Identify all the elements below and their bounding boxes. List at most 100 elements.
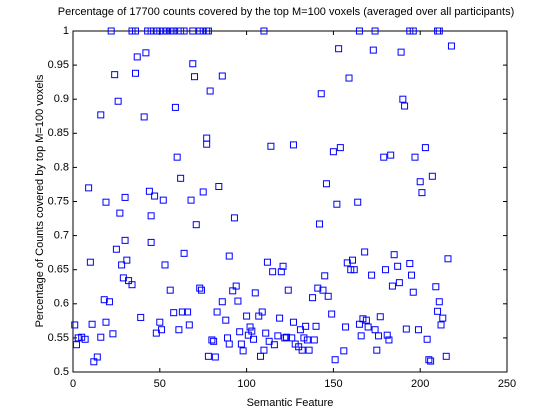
- marker: [345, 74, 353, 82]
- marker: [260, 346, 268, 354]
- marker: [145, 187, 153, 195]
- y-tick-label: 0.7: [54, 230, 69, 242]
- marker: [85, 184, 93, 192]
- marker: [151, 192, 159, 200]
- marker: [170, 27, 178, 35]
- marker: [121, 193, 129, 201]
- marker: [187, 196, 195, 204]
- marker: [348, 256, 356, 264]
- marker: [250, 335, 258, 343]
- marker: [298, 346, 306, 354]
- chart-title: Percentage of 17700 counts covered by th…: [58, 6, 514, 18]
- marker: [71, 321, 79, 329]
- marker: [432, 283, 440, 291]
- marker: [114, 97, 122, 105]
- marker: [434, 307, 442, 315]
- marker: [218, 298, 226, 306]
- marker: [289, 141, 297, 149]
- marker: [425, 356, 433, 364]
- y-tick-label: 0.6: [54, 298, 69, 310]
- marker: [180, 249, 188, 257]
- marker: [97, 333, 105, 341]
- marker: [159, 196, 167, 204]
- marker: [364, 323, 372, 331]
- marker: [112, 245, 120, 253]
- marker: [324, 292, 332, 300]
- marker: [175, 326, 183, 334]
- marker: [116, 209, 124, 217]
- marker: [406, 260, 414, 268]
- marker: [232, 282, 240, 290]
- marker: [218, 72, 226, 80]
- marker: [380, 153, 388, 161]
- marker: [408, 271, 416, 279]
- marker: [251, 289, 259, 297]
- marker: [237, 340, 245, 348]
- marker: [267, 142, 275, 150]
- marker: [411, 153, 419, 161]
- marker: [447, 42, 455, 50]
- marker: [395, 279, 403, 287]
- marker: [204, 27, 212, 35]
- marker: [142, 49, 150, 57]
- marker: [225, 340, 233, 348]
- marker: [368, 271, 376, 279]
- marker: [86, 258, 94, 266]
- marker: [369, 46, 377, 54]
- marker: [390, 251, 398, 259]
- marker: [213, 308, 221, 316]
- marker: [289, 318, 297, 326]
- marker: [421, 144, 429, 152]
- marker: [269, 268, 277, 276]
- marker: [177, 174, 185, 182]
- x-tick-label: 200: [411, 378, 429, 390]
- y-tick-label: 1: [63, 25, 69, 37]
- marker: [373, 346, 381, 354]
- marker: [427, 357, 435, 365]
- marker: [409, 288, 417, 296]
- y-axis-label: Percentage of Counts covered by top M=10…: [34, 74, 46, 327]
- x-tick-label: 0: [70, 378, 76, 390]
- marker: [239, 347, 247, 355]
- marker: [161, 261, 169, 269]
- marker: [371, 27, 379, 35]
- marker: [180, 27, 188, 35]
- marker: [281, 334, 289, 342]
- marker: [246, 323, 254, 331]
- x-axis-label: Semantic Feature: [247, 397, 334, 409]
- marker: [140, 113, 148, 121]
- marker: [357, 332, 365, 340]
- marker: [133, 53, 141, 61]
- marker: [111, 71, 119, 79]
- marker: [210, 337, 218, 345]
- marker: [321, 272, 329, 280]
- marker: [388, 282, 396, 290]
- y-tick-label: 0.8: [54, 161, 69, 173]
- y-tick-label: 0.9: [54, 93, 69, 105]
- x-tick-label: 100: [237, 378, 255, 390]
- marker: [423, 335, 431, 343]
- marker: [444, 255, 452, 263]
- marker: [147, 212, 155, 220]
- marker: [81, 335, 89, 343]
- marker: [131, 69, 139, 77]
- marker: [225, 252, 233, 260]
- marker: [314, 284, 322, 292]
- marker: [361, 248, 369, 256]
- marker: [409, 27, 417, 35]
- marker: [342, 323, 350, 331]
- marker: [354, 198, 362, 206]
- marker: [118, 261, 126, 269]
- y-tick-label: 0.85: [48, 127, 69, 139]
- marker: [277, 268, 285, 276]
- marker: [128, 281, 136, 289]
- marker: [316, 220, 324, 228]
- marker: [230, 214, 238, 222]
- y-tick-label: 0.55: [48, 332, 69, 344]
- marker: [93, 353, 101, 361]
- marker: [303, 336, 311, 344]
- marker: [185, 321, 193, 329]
- marker: [156, 318, 164, 326]
- marker: [170, 309, 178, 317]
- marker: [184, 308, 192, 316]
